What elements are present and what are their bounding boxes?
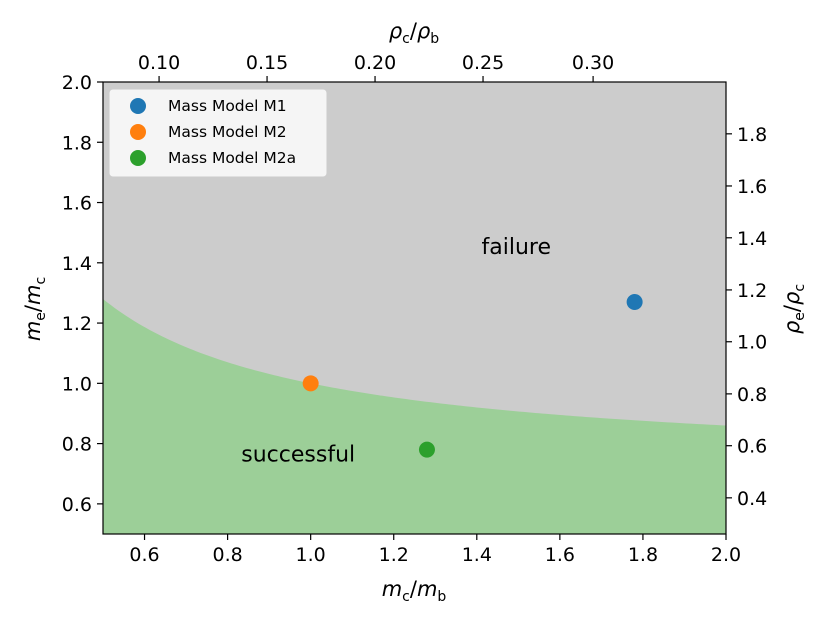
- right-tick-label: 1.6: [737, 176, 767, 198]
- y-tick-label: 1.0: [62, 373, 92, 395]
- plot-area: failure successful: [102, 81, 727, 535]
- y-axis-label: me/mc: [21, 277, 49, 341]
- top-tick-label: 0.25: [462, 52, 504, 74]
- y-tick-label: 0.8: [62, 434, 92, 456]
- legend-box: [108, 88, 328, 178]
- failure-label: failure: [482, 235, 552, 260]
- x-axis-top: 0.10 0.15 0.20 0.25 0.30: [138, 52, 614, 82]
- x-tick-label: 1.8: [628, 544, 658, 566]
- top-axis-label: ρc/ρb: [389, 19, 439, 47]
- x-tick-label: 1.4: [462, 544, 492, 566]
- right-tick-label: 0.8: [737, 384, 767, 406]
- x-tick-label: 0.6: [129, 544, 159, 566]
- y-tick-label: 1.4: [62, 253, 92, 275]
- data-points: [302, 293, 643, 458]
- x-tick-label: 1.2: [379, 544, 409, 566]
- y-tick-label: 1.6: [62, 193, 92, 215]
- legend-marker-m2a: [130, 150, 146, 166]
- top-tick-label: 0.15: [246, 52, 288, 74]
- y-tick-label: 1.8: [62, 132, 92, 154]
- legend: Mass Model M1 Mass Model M2 Mass Model M…: [108, 88, 328, 178]
- y-tick-label: 2.0: [62, 72, 92, 94]
- legend-marker-m1: [130, 98, 146, 114]
- x-axis-label: mc/mb: [382, 577, 447, 605]
- legend-marker-m2: [130, 124, 146, 140]
- legend-label-m1: Mass Model M1: [168, 97, 287, 115]
- x-tick-label: 1.0: [296, 544, 326, 566]
- x-tick-label: 0.8: [212, 544, 242, 566]
- legend-label-m2a: Mass Model M2a: [168, 149, 296, 167]
- right-tick-label: 1.8: [737, 124, 767, 146]
- point-mass-model-m2a: [418, 441, 435, 458]
- x-axis-bottom: 0.6 0.8 1.0 1.2 1.4 1.6 1.8 2.0: [129, 534, 741, 566]
- right-tick-label: 1.0: [737, 332, 767, 354]
- y-tick-label: 0.6: [62, 494, 92, 516]
- top-tick-label: 0.30: [572, 52, 614, 74]
- y-axis-left: 0.6 0.8 1.0 1.2 1.4 1.6 1.8 2.0: [62, 72, 103, 516]
- x-tick-label: 1.6: [545, 544, 575, 566]
- right-tick-label: 0.4: [737, 488, 767, 510]
- right-tick-label: 1.4: [737, 228, 767, 250]
- legend-label-m2: Mass Model M2: [168, 123, 287, 141]
- point-mass-model-m2: [302, 375, 319, 392]
- plot-frame: [102, 81, 727, 535]
- x-tick-label: 2.0: [711, 544, 741, 566]
- right-tick-label: 0.6: [737, 436, 767, 458]
- top-tick-label: 0.20: [354, 52, 396, 74]
- point-mass-model-m1: [626, 293, 643, 310]
- top-tick-label: 0.10: [138, 52, 180, 74]
- successful-label: successful: [241, 443, 355, 468]
- y-axis-right: 0.4 0.6 0.8 1.0 1.2 1.4 1.6 1.8: [726, 124, 767, 510]
- y-tick-label: 1.2: [62, 313, 92, 335]
- right-axis-label: ρe/ρc: [780, 284, 808, 334]
- right-tick-label: 1.2: [737, 280, 767, 302]
- successful-region: [103, 298, 726, 534]
